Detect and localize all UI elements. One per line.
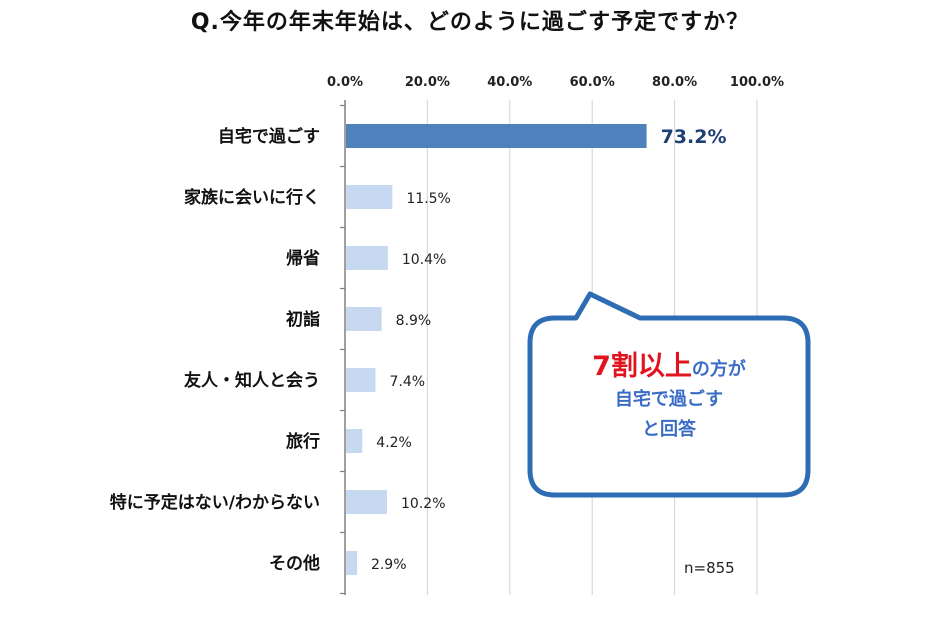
category-label: 初詣 [286, 309, 320, 330]
x-tick-label: 100.0% [730, 75, 784, 90]
callout-line3: と回答 [642, 419, 696, 440]
value-label: 4.2% [376, 435, 412, 451]
callout-line1-rest: の方が [691, 359, 746, 380]
x-tick-label: 20.0% [405, 75, 450, 90]
callout-text: 7割以上の方が 自宅で過ごす と回答 [530, 352, 808, 445]
bar [346, 185, 393, 209]
labels: 自宅で過ごす 73.2% 家族に会いに行く 11.5% 帰省 10.4% 初詣 8.9% 友人・… [110, 126, 727, 574]
bar [346, 246, 388, 270]
value-label: 11.5% [406, 191, 450, 207]
callout-bubble [527, 291, 811, 498]
x-tick-label: 40.0% [487, 75, 532, 90]
sample-size-label: n=855 [684, 559, 735, 577]
bars [346, 124, 647, 575]
bar [346, 307, 382, 331]
value-label: 73.2% [661, 126, 727, 148]
category-label: 旅行 [286, 431, 320, 452]
chart-title: Q.今年の年末年始は、どのように過ごす予定ですか？ [190, 10, 750, 35]
callout-highlight: 7割以上 [592, 351, 692, 382]
value-label: 10.4% [402, 252, 446, 268]
category-label: 帰省 [286, 248, 320, 269]
category-label: 自宅で過ごす [218, 126, 320, 147]
category-label: 特に予定はない/わからない [110, 492, 320, 513]
category-label: 家族に会いに行く [184, 187, 320, 208]
bar [346, 429, 363, 453]
x-tick-label: 0.0% [327, 75, 363, 90]
value-label: 10.2% [401, 496, 445, 512]
bar [346, 551, 357, 575]
x-tick-label: 60.0% [570, 75, 615, 90]
callout-line2: 自宅で過ごす [614, 389, 724, 410]
bar [346, 368, 376, 392]
bar [346, 490, 388, 514]
category-label: その他 [269, 553, 320, 574]
category-label: 友人・知人と会う [184, 370, 320, 391]
x-axis-ticks: 0.0% 20.0% 40.0% 60.0% 80.0% 100.0% [327, 75, 784, 90]
x-tick-label: 80.0% [652, 75, 697, 90]
callout [527, 291, 811, 498]
value-label: 2.9% [371, 557, 407, 573]
value-label: 7.4% [389, 374, 425, 390]
value-label: 8.9% [396, 313, 432, 329]
bar [346, 124, 647, 148]
